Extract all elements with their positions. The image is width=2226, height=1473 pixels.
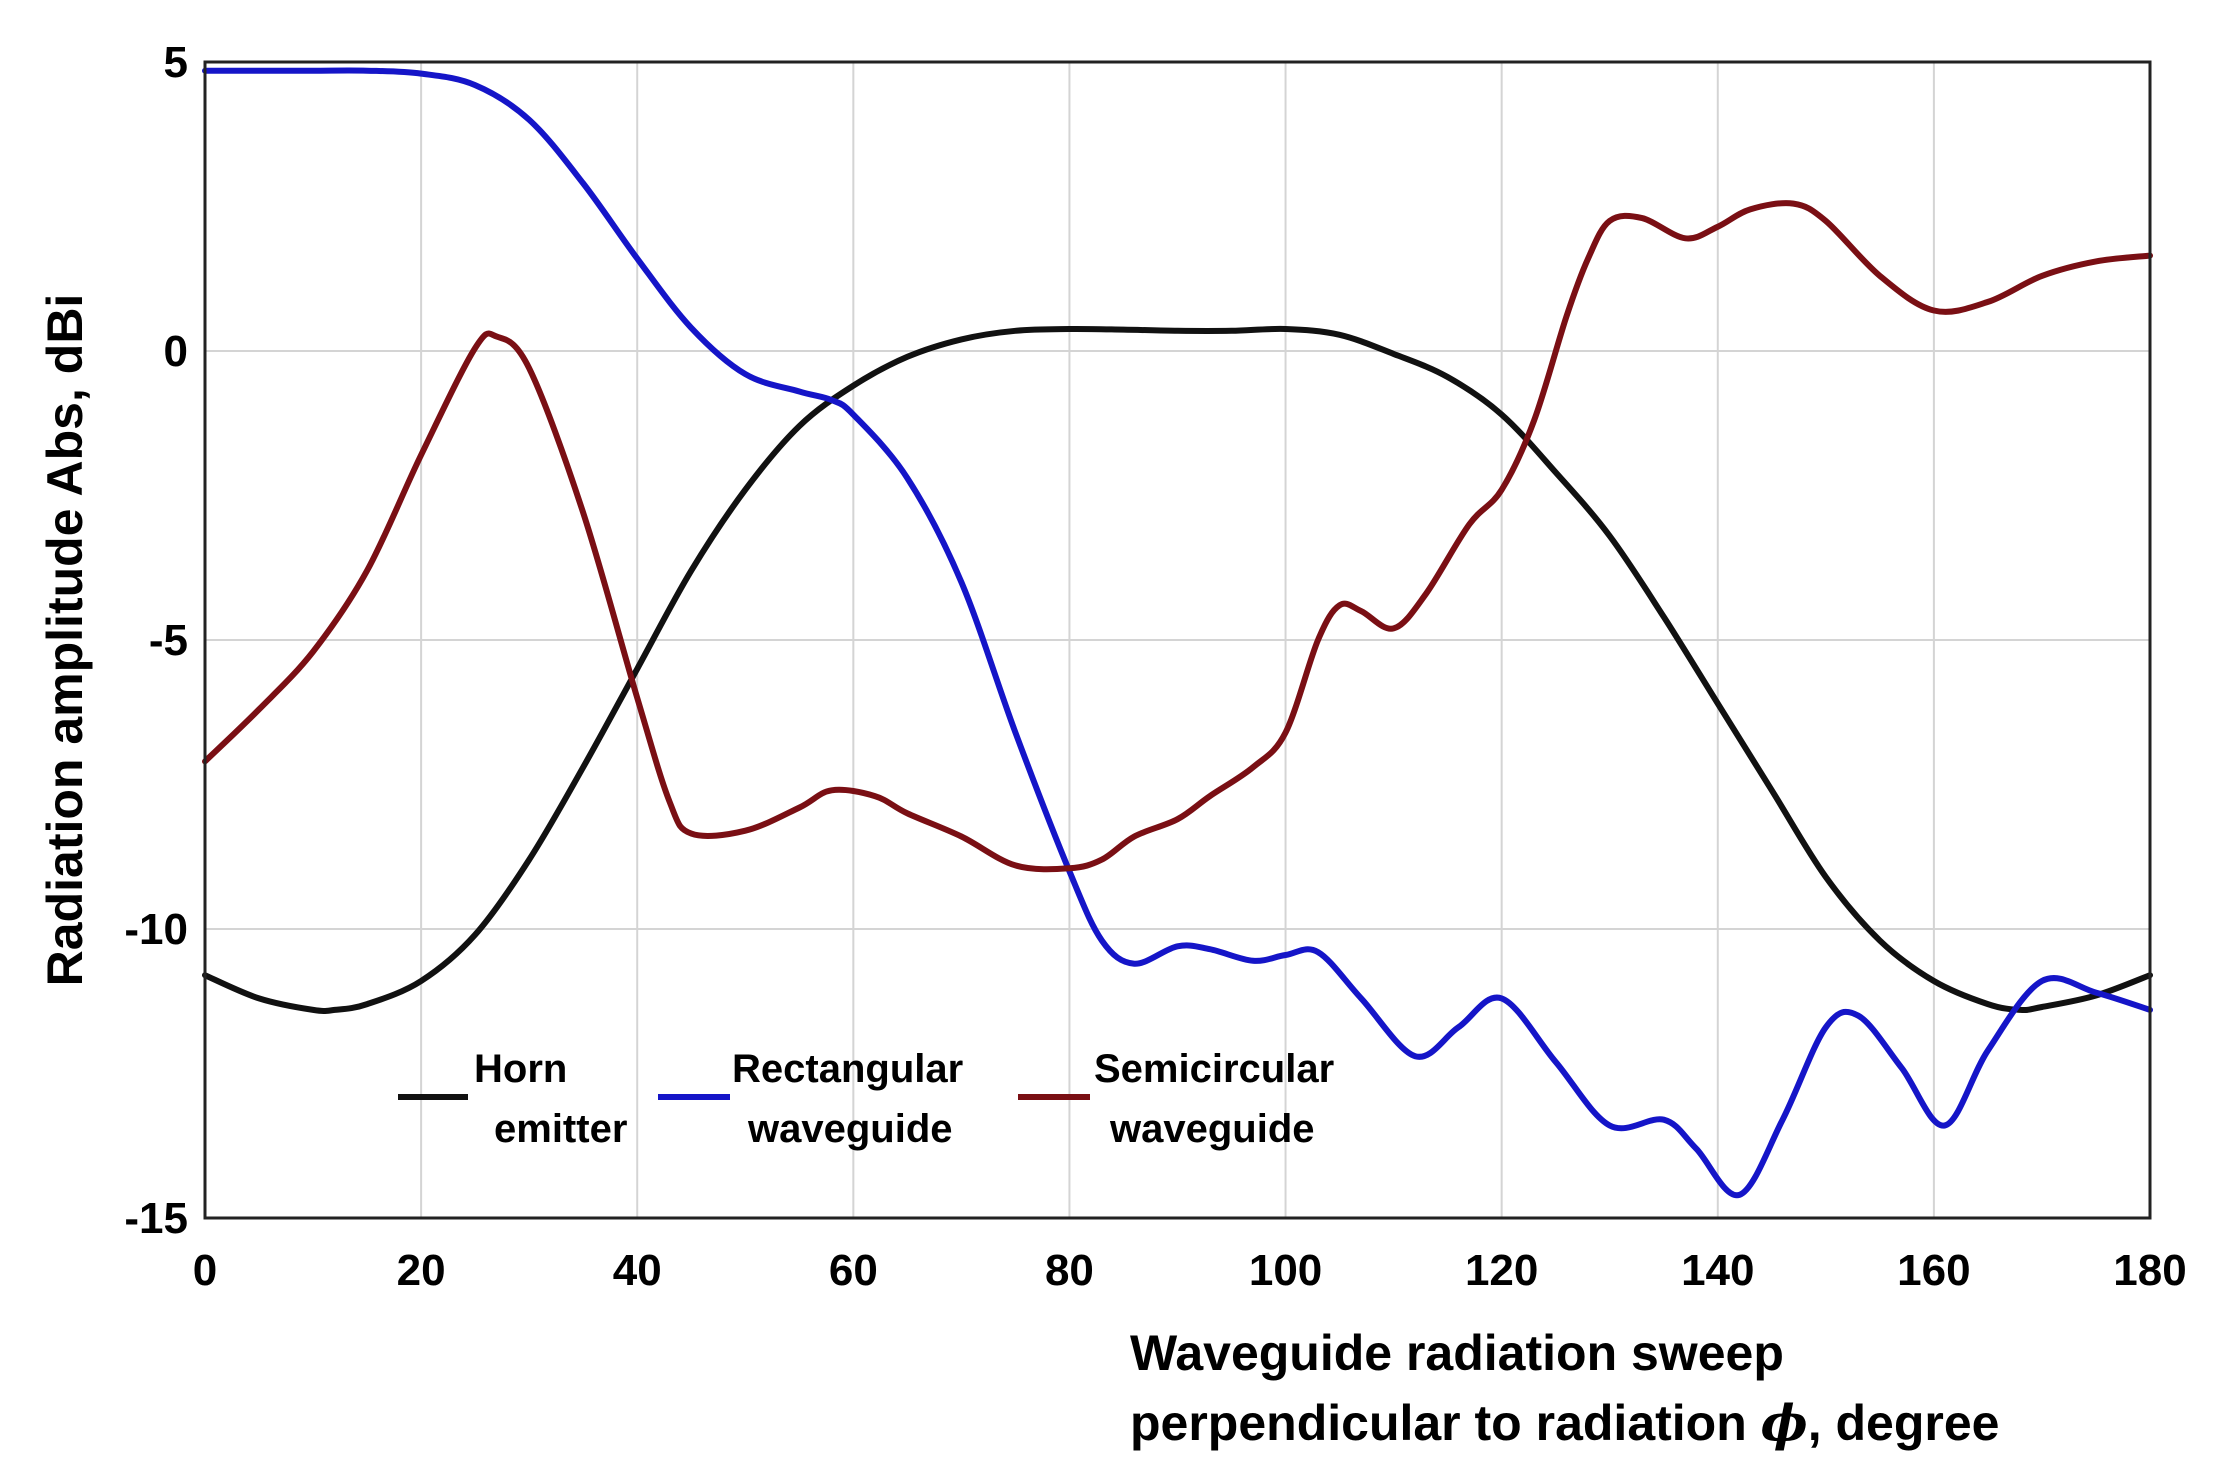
x-tick-label: 140 [1681, 1246, 1754, 1295]
x-tick-label: 180 [2113, 1246, 2186, 1295]
x-tick-label: 160 [1897, 1246, 1970, 1295]
legend-label-horn-line2: emitter [494, 1107, 627, 1151]
plot-frame [203, 60, 2152, 1220]
x-tick-label: 40 [613, 1246, 662, 1295]
y-axis-title: Radiation amplitude Abs, dBi [37, 294, 93, 987]
x-tick-label: 80 [1045, 1246, 1094, 1295]
legend-label-horn-line1: Horn [474, 1047, 567, 1091]
x-tick-label: 100 [1249, 1246, 1322, 1295]
rectangular-waveguide-line [202, 67, 2153, 1198]
y-tick-labels: 5 0 -5 -10 -15 [124, 38, 188, 1243]
legend-label-rect-line1: Rectangular [732, 1047, 963, 1091]
horn-emitter-line [202, 325, 2153, 1014]
legend-label-rect-line2: waveguide [747, 1107, 953, 1151]
x-tick-labels: 0 20 40 60 80 100 120 140 160 180 [193, 1246, 2187, 1295]
x-tick-label: 0 [193, 1246, 217, 1295]
x-tick-label: 20 [397, 1246, 446, 1295]
x-axis-title-line2: perpendicular to radiation ϕ, degree [1130, 1393, 1999, 1452]
legend-label-semi-line1: Semicircular [1094, 1047, 1334, 1091]
legend-label-semi-line2: waveguide [1109, 1107, 1315, 1151]
semicircular-waveguide-line [202, 200, 2153, 873]
y-tick-label: -15 [124, 1194, 188, 1243]
legend: Horn emitter Rectangular waveguide Semic… [398, 1047, 1334, 1151]
y-tick-label: 5 [164, 38, 188, 87]
y-tick-label: 0 [164, 327, 188, 376]
y-tick-label: -10 [124, 905, 188, 954]
x-axis-title-line2-pre: perpendicular to radiation [1130, 1395, 1761, 1451]
phi-symbol: ϕ [1761, 1393, 1808, 1452]
y-tick-label: -5 [149, 616, 188, 665]
x-tick-label: 60 [829, 1246, 878, 1295]
series-lines [202, 67, 2153, 1198]
x-axis-title-line1: Waveguide radiation sweep [1130, 1325, 1784, 1381]
x-tick-label: 120 [1465, 1246, 1538, 1295]
x-axis-title-line2-post: , degree [1808, 1395, 2000, 1451]
